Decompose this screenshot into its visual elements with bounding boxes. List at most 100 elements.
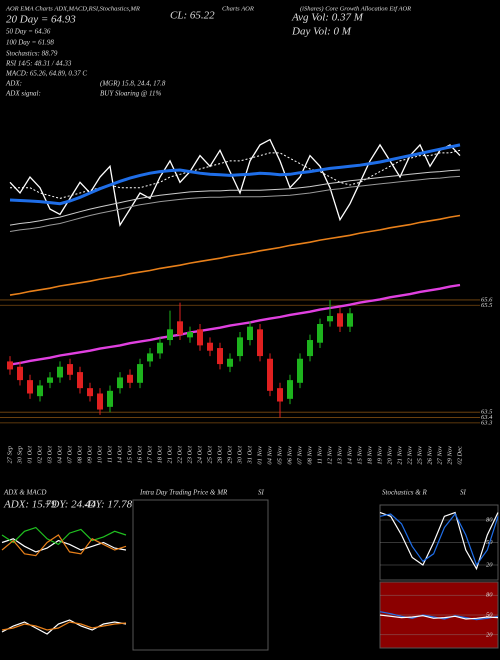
x-tick-label: 21 Nov [396, 446, 403, 465]
indicator-line [379, 614, 499, 620]
x-tick-label: 22 Oct [176, 446, 183, 464]
candle-body [7, 361, 13, 370]
day-vol: Day Vol: 0 M [291, 26, 352, 38]
indicator-line [1, 526, 127, 546]
candle-body [267, 358, 273, 391]
x-tick-label: 16 Oct [136, 446, 143, 464]
candle-body [37, 385, 43, 397]
x-tick-label: 11 Nov [316, 446, 323, 464]
right-title: (iShares) Core Growth Allocation Etf AOR [300, 5, 411, 12]
x-tick-label: 14 Nov [346, 446, 353, 465]
x-tick-label: 10 Oct [96, 446, 103, 464]
x-tick-label: 07 Oct [66, 446, 73, 464]
candle-body [237, 337, 243, 357]
y-tick-label: 63.5 [481, 409, 493, 416]
x-tick-label: 22 Nov [406, 446, 413, 465]
x-tick-label: 24 Oct [196, 446, 203, 464]
candle-body [287, 380, 293, 399]
candle-body [207, 342, 213, 351]
candle-body [327, 315, 333, 322]
x-tick-label: 09 Oct [86, 446, 93, 464]
stat: 100 Day = 61.98 [6, 39, 54, 47]
candle-body [297, 358, 303, 383]
candle-body [147, 353, 153, 362]
panel-title: Stochastics & R [382, 489, 427, 497]
candle-body [57, 366, 63, 378]
annotation: -DY: 17.78 [84, 499, 133, 511]
x-tick-label: 21 Oct [166, 446, 173, 464]
y-tick-label: 65.5 [481, 302, 493, 309]
candle-body [27, 380, 33, 394]
x-tick-label: 08 Oct [76, 446, 83, 464]
y-tick-label: 20 [486, 561, 493, 568]
x-tick-label: 12 Nov [326, 446, 333, 465]
signal-label: ADX signal: [5, 90, 41, 98]
ma-line [10, 149, 461, 199]
x-tick-label: 20 Nov [386, 446, 393, 465]
candle-body [87, 388, 93, 397]
candle-body [77, 372, 83, 389]
candle-body [197, 329, 203, 346]
candle-body [107, 390, 113, 407]
x-tick-label: 17 Oct [146, 446, 153, 464]
stat: 50 Day = 64.36 [6, 28, 51, 36]
candle-body [67, 364, 73, 375]
adx-label: ADX: [5, 80, 22, 88]
x-tick-label: 13 Nov [336, 446, 343, 465]
x-tick-label: 29 Nov [446, 446, 453, 465]
indicator-line [1, 534, 127, 557]
x-tick-label: 15 Nov [356, 446, 363, 465]
ma-line [9, 138, 461, 227]
y-tick-label: 20 [486, 631, 493, 638]
candle-body [217, 348, 223, 365]
x-tick-label: 11 Oct [106, 446, 113, 463]
candle-body [157, 342, 163, 354]
stat: RSI 14/5: 48.31 / 44.33 [5, 60, 72, 68]
stat: MACD: 65.26, 64.89, 0.37 C [5, 70, 87, 78]
x-tick-label: 30 Sep [16, 445, 23, 464]
candle-body [117, 377, 123, 389]
y-tick-label: 80 [486, 516, 493, 523]
candle-body [317, 323, 323, 343]
candle-body [307, 340, 313, 357]
adx-values: (MGR) 15.8, 24.4, 17.8 [100, 80, 166, 88]
x-tick-label: 02 Oct [36, 446, 43, 464]
candle-body [187, 332, 193, 338]
ma-line [9, 214, 461, 296]
close-label: CL: 65.22 [170, 10, 215, 22]
candle-body [247, 326, 253, 341]
annotation: +DY: 24.44 [44, 499, 96, 511]
x-tick-label: 28 Oct [216, 446, 223, 464]
panel-title: ADX & MACD [3, 489, 46, 497]
x-tick-label: 04 Oct [56, 446, 63, 464]
candle-body [337, 313, 343, 327]
y-tick-label: 65.6 [481, 296, 493, 303]
x-tick-label: 30 Oct [236, 446, 243, 465]
x-tick-label: 08 Nov [306, 446, 313, 465]
x-tick-label: 06 Nov [286, 446, 293, 465]
panel-subtitle: SI [258, 489, 265, 497]
x-tick-label: 18 Oct [156, 446, 163, 464]
candle-body [257, 329, 263, 357]
x-tick-label: 05 Nov [276, 446, 283, 465]
x-tick-label: 25 Nov [416, 446, 423, 465]
y-tick-label: 63.3 [481, 419, 493, 426]
candle-body [137, 364, 143, 383]
left-title: AOR EMA Charts ADX,MACD,RSI,Stochastics,… [5, 5, 140, 12]
x-tick-label: 19 Nov [376, 446, 383, 465]
x-tick-label: 23 Oct [186, 446, 193, 464]
x-tick-label: 04 Nov [266, 446, 273, 465]
x-tick-label: 25 Oct [206, 446, 213, 464]
candle-body [277, 388, 283, 402]
x-tick-label: 07 Nov [296, 446, 303, 465]
annotation: ADX: 15.79 [3, 499, 57, 511]
x-tick-label: 26 Nov [426, 446, 433, 465]
candle-body [17, 366, 23, 381]
candle-body [97, 393, 103, 410]
signal-value: BUY Sloaring @ 11% [100, 90, 162, 98]
x-tick-label: 15 Oct [126, 446, 133, 464]
candle-body [47, 377, 53, 383]
candle-body [347, 313, 353, 327]
x-tick-label: 18 Nov [366, 446, 373, 465]
